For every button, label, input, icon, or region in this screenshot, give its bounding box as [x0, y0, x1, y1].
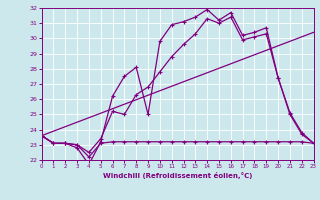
X-axis label: Windchill (Refroidissement éolien,°C): Windchill (Refroidissement éolien,°C): [103, 172, 252, 179]
